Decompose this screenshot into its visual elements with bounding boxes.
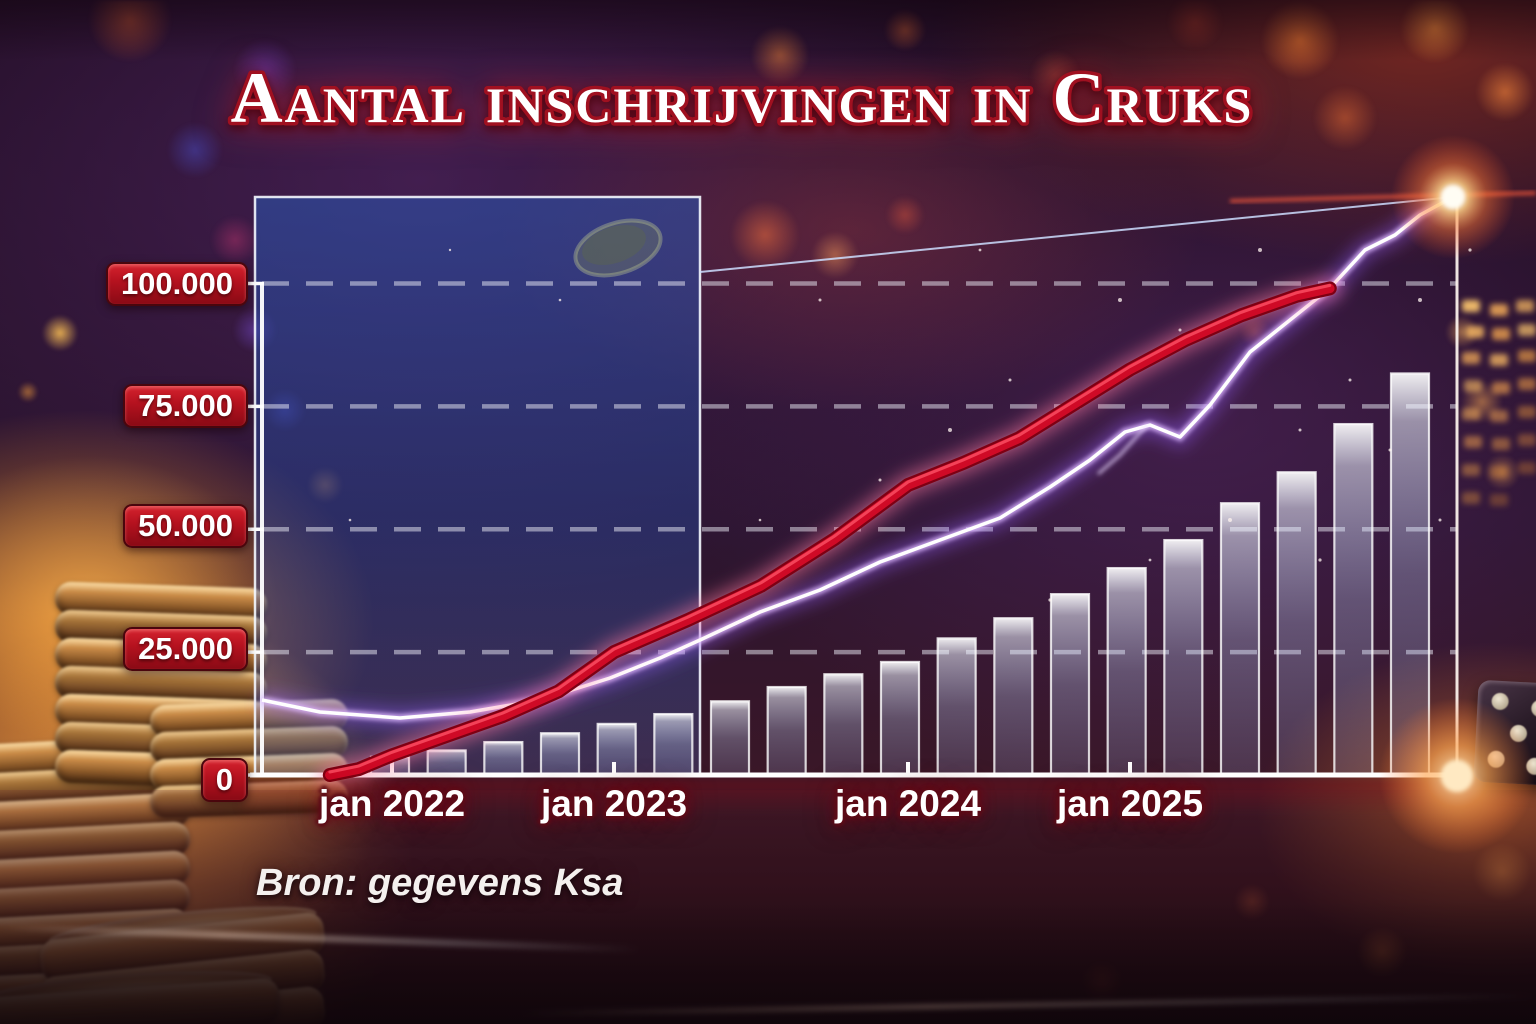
coin-icon [573,218,663,278]
dice-pip [1491,692,1510,711]
axes [243,197,1462,785]
flare-streak-h [1229,191,1536,203]
sparkle [1048,598,1052,602]
x-axis-label-jan2025: jan 2025 [1056,783,1204,824]
trend-line-inner-glow [325,283,1335,780]
sparkle [348,518,352,522]
sparkle [1468,248,1472,252]
flare-core [1441,185,1465,209]
trend-line-highlight [328,283,1332,774]
projection-line [699,196,1454,273]
poker-chip [54,665,268,706]
dice-pip [1509,724,1528,743]
bar [1333,422,1374,777]
x-axis-label-jan2024: jan 2024 [834,783,982,824]
source-credit: Bron: gegevens Ksa [256,862,624,904]
bar [766,685,807,777]
bar [1389,372,1431,777]
poker-chip [149,698,349,738]
gridlines [262,281,1457,655]
y-axis-label-50000: 50.000 [123,504,248,548]
bar [879,660,921,777]
x-axis-label-jan2023: jan 2023 [540,783,688,824]
sparkle [1438,518,1442,522]
trend-line-red [317,276,1342,787]
y-axis-label-75000: 75.000 [123,384,248,428]
sparkle [1118,298,1122,302]
bar [936,637,977,777]
sparkle [1318,558,1322,562]
sparkle [758,518,762,522]
bar [1049,593,1091,777]
bar [596,722,637,777]
bar [709,700,751,777]
title-layer: Aantal inschrijvingen in Cruks [227,55,1255,142]
lightning-mid [261,193,1455,723]
sparkle [978,248,982,252]
sparkle [818,298,822,302]
bar [1276,471,1317,777]
sparkle [1178,328,1182,332]
sparkle [1418,298,1422,302]
lightning-branch [1097,422,1150,476]
y-axis-label-25000: 25.000 [123,627,248,671]
dice-pip [1530,699,1536,718]
poker-chip [54,693,268,734]
bar [653,712,694,777]
y-axis-label-0: 0 [200,758,248,802]
x-axis-label-jan2022: jan 2022 [318,783,466,824]
sparkle [1258,248,1262,252]
trend-line-edge [322,281,1337,782]
bar [369,755,411,777]
city-windows-bokeh [1462,300,1480,312]
dice-icon [1473,679,1536,787]
dice-pip [1525,757,1536,776]
lightning-glow [259,188,1458,729]
sparkle [948,428,952,432]
lightning-core [261,195,1454,720]
sparkle [1148,558,1152,562]
sparkle [1348,378,1352,382]
casino-table-surface [0,790,1536,1024]
highlight-panel [253,195,702,777]
coin-icon [582,225,646,265]
dice-pip [1487,750,1506,769]
bar [993,617,1034,777]
bar [1163,538,1204,777]
y-axis-label-100000: 100.000 [105,262,248,306]
bar [1219,502,1261,777]
bar [483,740,524,777]
poker-chip [54,581,268,622]
bar [823,673,864,777]
poker-chip [149,725,349,765]
lightning-bolt [259,188,1458,729]
sparkle [1298,428,1302,432]
sparkle [558,298,562,302]
sparkles [348,248,1472,602]
bar [1106,566,1147,777]
trend-line-outer-glow [317,276,1342,787]
bar-series [369,372,1431,777]
bar [426,749,467,777]
trend-line [325,283,1335,780]
highlight-panel-2021-2023 [253,195,702,777]
poker-chip [0,733,191,781]
sparkle [448,248,452,252]
page-title: Aantal inschrijvingen in Cruks [231,58,1254,138]
sparkle [1228,518,1232,522]
sparkle [1388,448,1392,452]
sparkle [878,478,882,482]
poker-chip [54,721,268,762]
bar [539,732,581,777]
projection-line [699,196,1454,273]
sparkle [1008,378,1012,382]
